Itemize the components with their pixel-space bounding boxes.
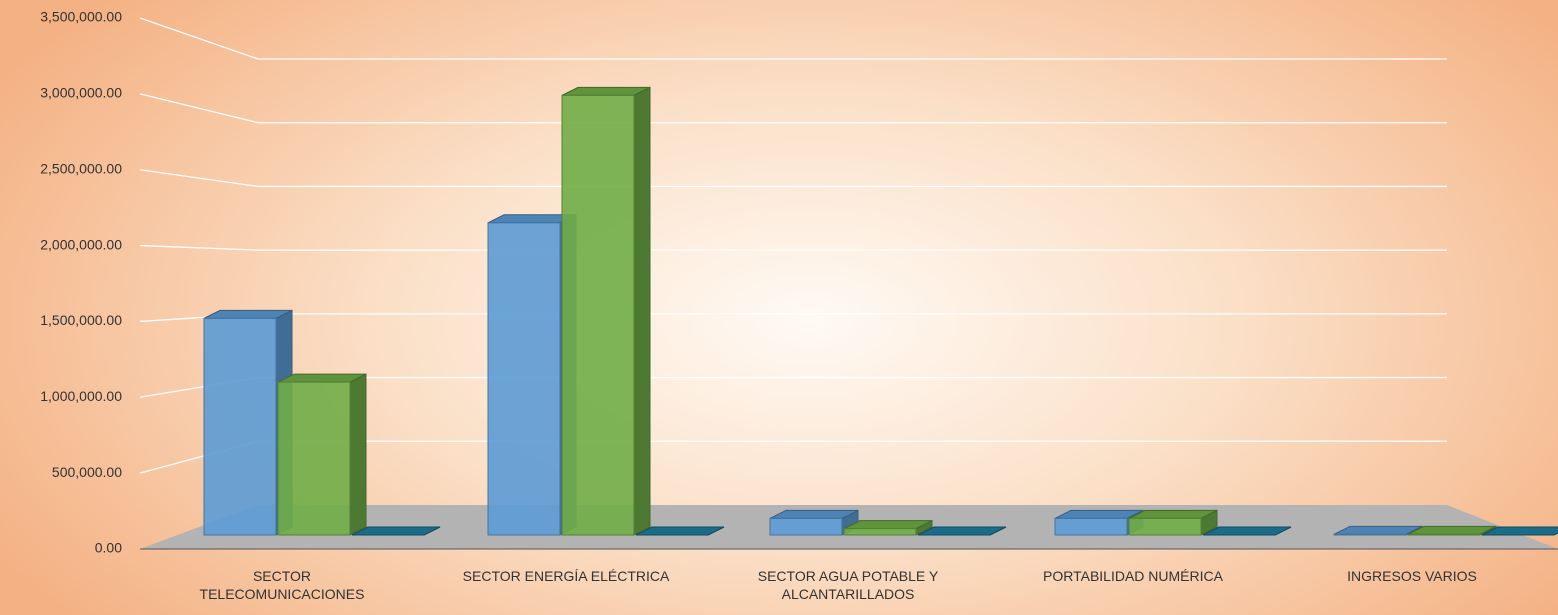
bar-face	[1128, 509, 1218, 519]
bar-face	[349, 373, 367, 536]
grid-line	[139, 17, 1447, 60]
bar-face	[769, 517, 843, 536]
bar-face	[843, 520, 933, 530]
bar	[277, 373, 367, 536]
bar-face	[561, 86, 651, 96]
bar-face	[277, 373, 367, 383]
y-tick-label: 2,500,000.00	[40, 160, 122, 176]
bar-face	[1202, 526, 1292, 536]
bar-face	[633, 86, 651, 536]
grid-line	[139, 313, 1447, 323]
y-tick-label: 0.00	[95, 540, 122, 556]
bar	[203, 309, 293, 536]
bar-face	[203, 309, 293, 319]
bar-face	[487, 222, 561, 536]
x-tick-label: SECTOR ENERGÍA ELÉCTRICA	[462, 568, 670, 584]
bar-face	[635, 526, 725, 536]
bar	[1407, 525, 1497, 536]
bar	[1333, 525, 1423, 536]
bar	[769, 509, 859, 536]
x-tick-label: SECTOR AGUA POTABLE Y ALCANTARILLADOS	[757, 568, 939, 602]
bar-face	[917, 526, 1007, 536]
y-tick-label: 1,000,000.00	[40, 388, 122, 404]
bar-face	[1054, 517, 1128, 536]
grid-line	[139, 244, 1447, 251]
y-tick-label: 1,500,000.00	[40, 312, 122, 328]
bar-face	[1407, 525, 1497, 535]
bar-face	[1333, 533, 1407, 536]
grid-line	[139, 169, 1447, 188]
bar-face	[277, 381, 351, 536]
bar-face	[843, 528, 917, 536]
bar-face	[1128, 517, 1202, 536]
grid-line	[139, 93, 1447, 124]
bar	[1202, 526, 1292, 536]
bar-face	[203, 317, 277, 536]
bar	[1128, 509, 1218, 536]
x-tick-label: INGRESOS VARIOS	[1347, 568, 1477, 584]
bar	[843, 519, 933, 536]
bar	[1481, 526, 1558, 536]
x-tick-label: PORTABILIDAD NUMÉRICA	[1043, 568, 1223, 584]
bar-face	[1333, 525, 1423, 535]
bar-face	[351, 526, 441, 536]
bar-face	[1054, 509, 1144, 519]
bar-face	[769, 509, 859, 519]
bar	[561, 86, 651, 536]
bar	[635, 526, 725, 536]
bar-face	[1407, 533, 1481, 536]
bar-face	[561, 94, 635, 536]
y-tick-label: 2,000,000.00	[40, 236, 122, 252]
bar-face	[1481, 526, 1558, 536]
y-tick-label: 3,500,000.00	[40, 9, 122, 25]
bar	[917, 526, 1007, 536]
y-tick-label: 500,000.00	[52, 464, 122, 480]
y-tick-label: 3,000,000.00	[40, 85, 122, 101]
x-tick-label: SECTOR TELECOMUNICACIONES	[199, 568, 365, 602]
bar	[351, 526, 441, 536]
